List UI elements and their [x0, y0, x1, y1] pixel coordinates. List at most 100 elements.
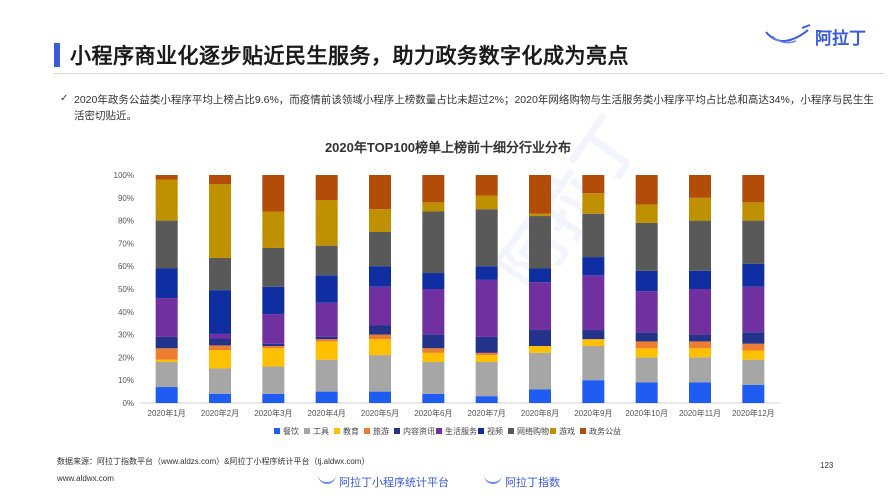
bar-segment: [209, 184, 231, 258]
bar-segment: [635, 332, 658, 342]
footer-logo-index-text: 阿拉丁指数: [505, 477, 561, 489]
bar-segment: [689, 175, 711, 198]
y-tick-label: 20%: [118, 353, 134, 362]
bar-segment: [635, 270, 658, 292]
bar-segment: [475, 279, 498, 337]
y-tick-label: 100%: [114, 171, 134, 180]
bar-segment: [209, 350, 231, 369]
legend-swatch: [508, 428, 514, 434]
y-tick-label: 30%: [118, 331, 134, 340]
bar-segment: [155, 387, 178, 403]
bar-segment: [529, 216, 551, 269]
bar-segment: [742, 350, 765, 360]
legend-swatch: [580, 428, 586, 434]
bar-segment: [475, 266, 498, 280]
summary-text: 2020年政务公益类小程序平均上榜占比9.6%，而疫情前该领域小程序上榜数量占比…: [74, 94, 874, 122]
bar-segment: [209, 338, 231, 346]
y-tick-label: 60%: [118, 262, 134, 271]
bar-segment: [582, 257, 605, 276]
x-tick-label: 2020年9月: [574, 408, 612, 418]
bar-segment: [689, 357, 711, 383]
x-tick-label: 2020年8月: [521, 408, 559, 418]
legend-label: 视频: [487, 426, 503, 436]
bar-segment: [742, 202, 765, 221]
y-tick-label: 50%: [118, 285, 134, 294]
bar-segment: [742, 359, 765, 385]
bar-segment: [475, 195, 498, 210]
bar-segment: [369, 209, 391, 232]
bar-segment: [209, 290, 231, 334]
bar-segment: [635, 348, 658, 358]
bar-segment: [742, 286, 765, 333]
bar-segment: [582, 346, 605, 381]
bar-segment: [262, 346, 285, 349]
x-tick-label: 2020年5月: [361, 408, 399, 418]
checkmark-icon: ✓: [60, 93, 69, 104]
bar-segment: [315, 359, 338, 392]
y-tick-label: 0%: [122, 399, 134, 408]
bar-segment: [422, 348, 445, 353]
legend-swatch: [436, 428, 442, 434]
bar-segment: [422, 289, 445, 335]
bar-segment: [742, 384, 765, 403]
y-tick-label: 10%: [118, 376, 134, 385]
bar-segment: [315, 200, 338, 246]
bar-segment: [155, 179, 178, 221]
bar-segment: [155, 298, 178, 337]
legend-label: 网络购物: [517, 426, 549, 436]
x-tick-label: 2020年12月: [732, 408, 775, 418]
bar-segment: [635, 204, 658, 223]
bar-segment: [582, 339, 605, 346]
bar-segment: [262, 211, 285, 248]
bar-segment: [742, 263, 765, 287]
bar-segment: [689, 341, 711, 349]
x-tick-label: 2020年1月: [148, 408, 186, 418]
bar-segment: [315, 341, 338, 360]
bar-segment: [262, 366, 285, 394]
bar-segment: [742, 175, 765, 203]
bar-segment: [155, 336, 178, 349]
bar-segment: [422, 361, 445, 394]
bar-segment: [369, 325, 391, 335]
legend-label: 餐饮: [283, 426, 299, 436]
bar-segment: [529, 330, 551, 346]
bar-segment: [689, 289, 711, 335]
bar-segment: [582, 330, 605, 340]
bar-segment: [369, 355, 391, 392]
bar-segment: [529, 346, 551, 353]
legend-swatch: [478, 428, 484, 434]
bar-segment: [209, 257, 231, 291]
data-source: 数据来源：阿拉丁指数平台（www.aldzs.com）&阿拉丁小程序统计平台（t…: [57, 457, 370, 466]
legend-swatch: [334, 428, 340, 434]
bar-segment: [155, 348, 178, 360]
x-tick-label: 2020年10月: [625, 408, 668, 418]
x-tick-label: 2020年11月: [679, 408, 721, 418]
bar-segment: [369, 175, 391, 210]
y-tick-label: 90%: [118, 194, 134, 203]
bar-segment: [635, 291, 658, 333]
bar-segment: [315, 391, 338, 403]
footer-logo-stats-text: 阿拉丁小程序统计平台: [339, 477, 450, 489]
legend-swatch: [304, 428, 310, 434]
brand-logo-text: 阿拉丁: [815, 29, 866, 48]
bar-segment: [475, 209, 498, 267]
bar-segment: [369, 339, 391, 356]
bar-segment: [529, 268, 551, 283]
bar-segment: [315, 339, 338, 342]
website-link: www.aldwx.com: [57, 474, 114, 483]
y-tick-label: 80%: [118, 217, 134, 226]
bar-segment: [475, 352, 498, 356]
bar-segment: [262, 175, 285, 212]
aladdin-lamp-logo-icon: [762, 22, 882, 48]
bar-segment: [529, 352, 551, 390]
page-title: 小程序商业化逐步贴近民生服务，助力政务数字化成为亮点: [70, 45, 629, 68]
bar-segment: [582, 275, 605, 331]
bar-segment: [262, 348, 285, 367]
bar-segment: [529, 389, 551, 403]
bar-segment: [529, 213, 551, 217]
bar-segment: [369, 334, 391, 340]
bar-segment: [635, 341, 658, 349]
legend-swatch: [274, 428, 280, 434]
bar-segment: [582, 380, 605, 403]
